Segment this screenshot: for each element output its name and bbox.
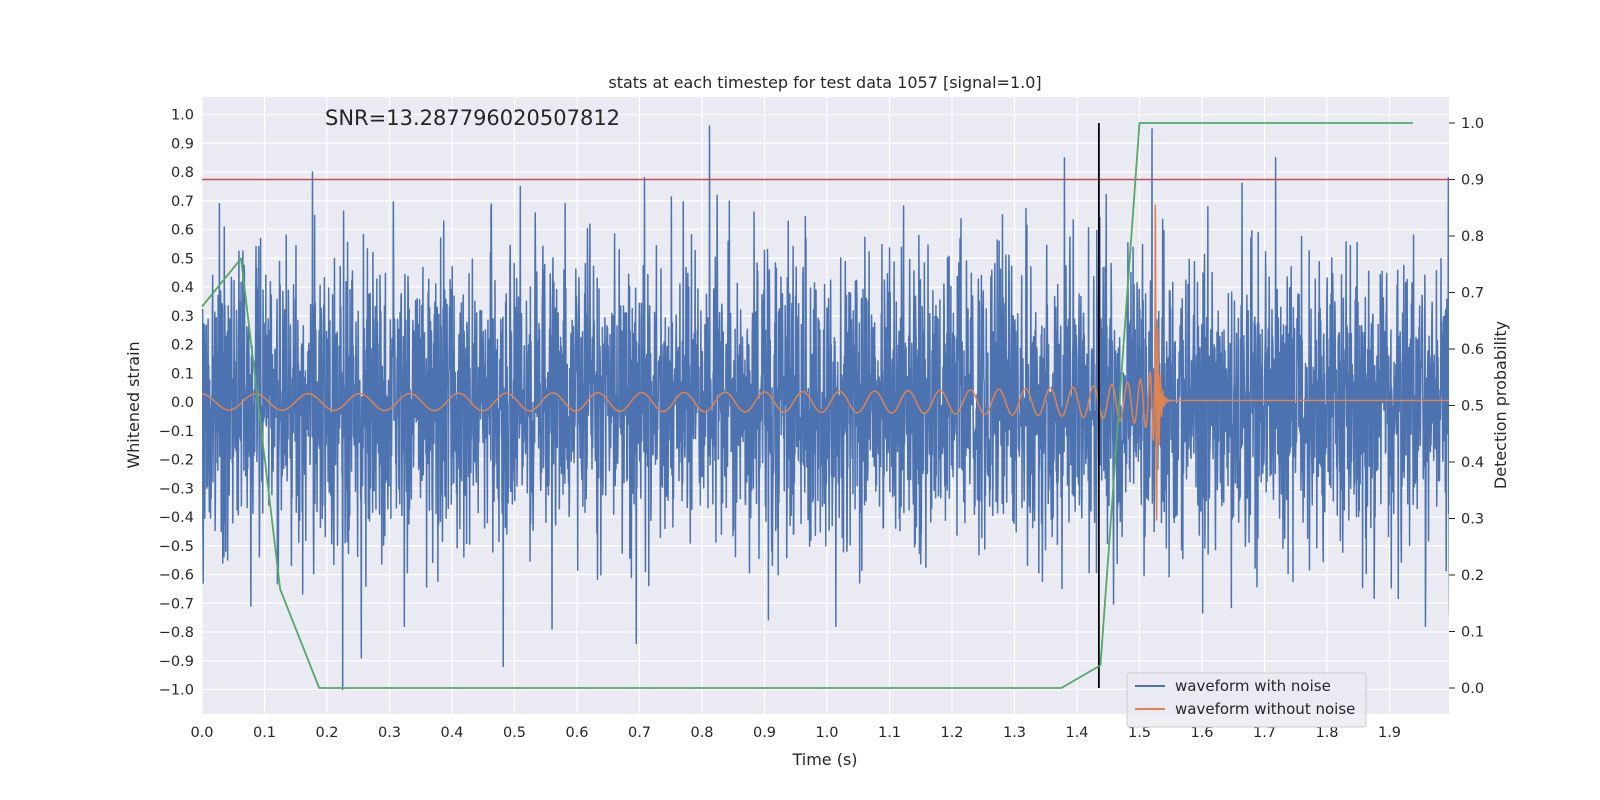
series-line-waveform-without-noise [202, 204, 1449, 521]
x-tick-label: 0.5 [503, 725, 526, 741]
y-tick-label: 0.6 [171, 223, 194, 239]
y-tick-label: −0.5 [159, 539, 194, 555]
y-tick-label: −0.6 [159, 568, 194, 584]
legend-label-clean: waveform without noise [1175, 700, 1355, 718]
y2-tick-label: 0.8 [1461, 229, 1484, 245]
y-tick-label: −0.4 [159, 510, 194, 526]
x-tick-label: 1.1 [878, 725, 901, 741]
y2-tick-label: 0.4 [1461, 455, 1484, 471]
y-axis-label: Whitened strain [124, 341, 143, 468]
x-tick-label: 0.8 [690, 725, 713, 741]
chart-title: stats at each timestep for test data 105… [608, 73, 1041, 92]
y2-tick-label: 0.7 [1461, 286, 1484, 302]
y-tick-label: 0.1 [171, 366, 194, 382]
x-axis-ticks: 0.0 0.1 0.2 0.3 0.4 0.5 0.6 0.7 0.8 0.9 1.0 1.1 1.2 1… [190, 725, 1401, 741]
y-tick-label: 0.7 [171, 194, 194, 210]
y-tick-label: 0.2 [171, 338, 194, 354]
series-line-detection-probability [201, 122, 1413, 689]
y-tick-label: 0.4 [171, 280, 194, 296]
y2-tick-label: 0.2 [1461, 568, 1484, 584]
y2-tick-label: 0.6 [1461, 342, 1484, 358]
y2-tick-label: 0.5 [1461, 399, 1484, 415]
y-axis-ticks: 1.0 0.9 0.8 0.7 0.6 0.5 0.4 0.3 0.2 0.1 0.0 −0.1 −0.… [159, 108, 194, 699]
x-tick-label: 0.6 [565, 725, 588, 741]
y2-axis-ticks: 1.0 0.9 0.8 0.7 0.6 0.5 0.4 0.3 0.2 0.1 0.0 [1449, 116, 1484, 697]
x-tick-label: 1.7 [1253, 725, 1276, 741]
y2-tick-label: 0.1 [1461, 625, 1484, 641]
y-tick-label: −0.1 [159, 424, 194, 440]
x-tick-label: 1.2 [940, 725, 963, 741]
y2-tick-label: 0.3 [1461, 512, 1484, 528]
y-tick-label: 0.9 [171, 136, 194, 152]
x-tick-label: 1.3 [1003, 725, 1026, 741]
legend-box [1126, 672, 1367, 728]
y-tick-label: 1.0 [171, 108, 194, 124]
y2-tick-label: 1.0 [1461, 116, 1484, 132]
y2-tick-label: 0.9 [1461, 173, 1484, 189]
x-tick-label: 1.9 [1378, 725, 1401, 741]
x-tick-label: 1.5 [1128, 725, 1151, 741]
x-tick-label: 1.0 [815, 725, 838, 741]
x-tick-label: 0.4 [440, 725, 463, 741]
y-tick-label: −0.3 [159, 481, 194, 497]
legend: waveform with noise waveform without noi… [1126, 672, 1367, 728]
x-tick-label: 0.0 [190, 725, 213, 741]
y-tick-label: −0.8 [159, 625, 194, 641]
x-tick-label: 0.3 [378, 725, 401, 741]
legend-label-noise: waveform with noise [1175, 677, 1331, 695]
y-tick-label: 0.0 [171, 395, 194, 411]
x-tick-label: 1.8 [1315, 725, 1338, 741]
y-tick-label: −1.0 [159, 683, 194, 699]
y-tick-label: −0.9 [159, 654, 194, 670]
y-tick-label: −0.2 [159, 453, 194, 469]
y-tick-label: −0.7 [159, 596, 194, 612]
snr-annotation: SNR=13.287796020507812 [325, 106, 620, 130]
x-tick-label: 0.7 [628, 725, 651, 741]
x-tick-label: 1.4 [1065, 725, 1088, 741]
x-tick-label: 0.2 [315, 725, 338, 741]
y2-axis-label: Detection probability [1491, 321, 1510, 489]
y-tick-label: 0.5 [171, 251, 194, 267]
series-layer [201, 122, 1449, 691]
y-tick-label: 0.3 [171, 309, 194, 325]
x-tick-label: 0.1 [253, 725, 276, 741]
series-line-waveform-with-noise [202, 125, 1449, 691]
x-axis-label: Time (s) [791, 750, 857, 769]
x-tick-label: 1.6 [1190, 725, 1213, 741]
y2-tick-label: 0.0 [1461, 681, 1484, 697]
y-tick-label: 0.8 [171, 165, 194, 181]
x-tick-label: 0.9 [753, 725, 776, 741]
